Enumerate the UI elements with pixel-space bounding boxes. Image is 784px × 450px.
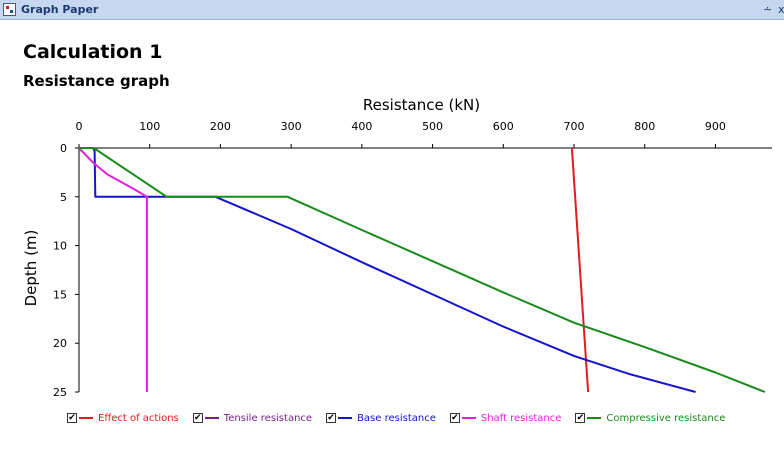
graph-paper-icon [3, 3, 16, 16]
legend-label: Base resistance [357, 412, 436, 424]
x-tick-label: 800 [634, 120, 655, 133]
x-tick-label: 0 [76, 120, 83, 133]
legend-swatch [338, 417, 353, 419]
legend-checkbox[interactable]: ✔ [449, 413, 460, 423]
x-tick-label: 400 [351, 120, 372, 133]
legend-item-effect-of-actions[interactable]: ✔ Effect of actions [67, 413, 179, 424]
legend-checkbox[interactable]: ✔ [326, 413, 337, 423]
x-tick-label: 900 [705, 120, 726, 133]
y-axis-label: Depth (m) [22, 230, 40, 307]
legend-checkbox[interactable]: ✔ [192, 413, 203, 423]
x-tick-label: 500 [422, 120, 443, 133]
y-tick-label: 5 [60, 191, 67, 204]
legend-label: Shaft resistance [480, 412, 562, 424]
y-tick-label: 25 [53, 386, 67, 399]
legend-item-shaft-resistance[interactable]: ✔ Shaft resistance [449, 412, 562, 424]
legend-swatch [204, 417, 219, 419]
y-tick-label: 0 [60, 142, 67, 155]
legend-item-tensile-resistance[interactable]: ✔ Tensile resistance [192, 412, 313, 424]
y-tick-label: 10 [53, 240, 67, 253]
legend-item-base-resistance[interactable]: ✔ Base resistance [326, 413, 436, 424]
legend-swatch [79, 417, 93, 419]
close-icon[interactable]: x [778, 3, 784, 16]
legend-label: Compressive resistance [606, 412, 726, 424]
series-line-effect-of-actions [570, 147, 590, 393]
series-line-shaft-resistance [78, 147, 148, 392]
x-tick-label: 200 [210, 120, 231, 133]
legend-label: Tensile resistance [223, 412, 313, 424]
window-title: Graph Paper [21, 3, 99, 16]
series-line-compressive-resistance [79, 147, 766, 393]
legend-item-compressive-resistance[interactable]: ✔ Compressive resistance [575, 413, 725, 424]
resistance-chart: 0 100 200 300 400 500 600 700 800 900 0 5 10 15 20 25 Re… [22, 96, 772, 399]
legend-swatch [461, 417, 476, 419]
chart-title: Resistance graph [23, 72, 170, 90]
x-axis-label: Resistance (kN) [363, 96, 480, 114]
window-titlebar: Graph Paper ⩪ x [0, 0, 784, 20]
legend-label: Effect of actions [98, 412, 179, 424]
series-line-base-resistance [79, 147, 696, 393]
page-title: Calculation 1 [23, 41, 163, 63]
y-tick-label: 20 [53, 337, 67, 350]
chart-legend: ✔ Effect of actions ✔ Tensile resistance ✔ Ba… [67, 410, 739, 426]
legend-checkbox[interactable]: ✔ [575, 413, 586, 423]
y-tick-label: 15 [53, 288, 67, 301]
x-tick-label: 600 [493, 120, 514, 133]
legend-checkbox[interactable]: ✔ [67, 413, 77, 423]
x-tick-label: 300 [281, 120, 302, 133]
legend-swatch [587, 417, 602, 419]
pin-icon[interactable]: ⩪ [763, 3, 773, 16]
x-tick-label: 100 [139, 120, 160, 133]
x-tick-label: 700 [564, 120, 585, 133]
